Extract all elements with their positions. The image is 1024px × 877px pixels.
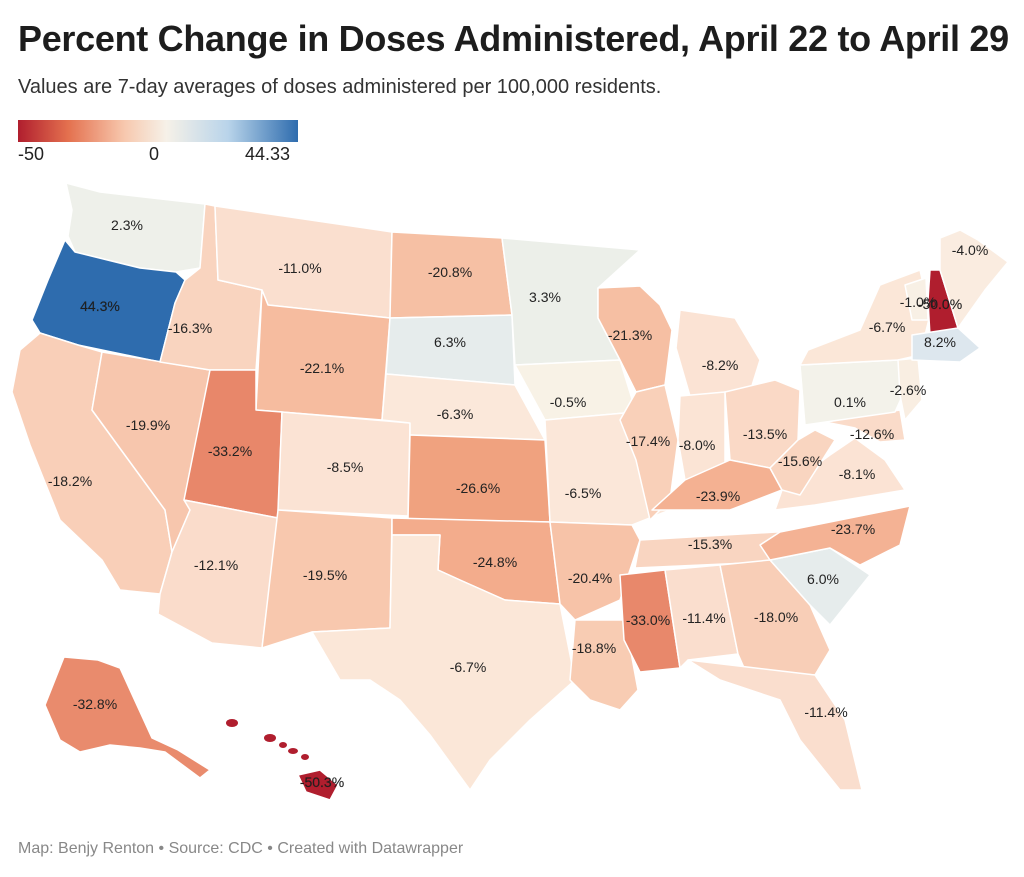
state-label-ak: -32.8% bbox=[73, 696, 117, 712]
state-label-ut: -33.2% bbox=[208, 443, 252, 459]
state-label-la: -18.8% bbox=[572, 640, 616, 656]
state-nc[interactable] bbox=[759, 505, 911, 566]
state-sd[interactable] bbox=[385, 314, 516, 386]
state-label-al: -11.4% bbox=[682, 610, 725, 626]
state-hi-island[interactable] bbox=[226, 719, 238, 727]
state-label-fl: -11.4% bbox=[804, 704, 847, 720]
state-wv[interactable] bbox=[769, 429, 836, 496]
state-va[interactable] bbox=[774, 437, 906, 511]
state-label-oh: -13.5% bbox=[743, 426, 787, 442]
state-label-sc: 6.0% bbox=[807, 571, 839, 587]
chart-subtitle: Values are 7-day averages of doses admin… bbox=[18, 76, 662, 98]
state-tx[interactable] bbox=[311, 534, 576, 791]
state-label-ma: 8.2% bbox=[924, 334, 956, 350]
state-label-in: -8.0% bbox=[679, 437, 716, 453]
state-label-nm: -19.5% bbox=[303, 567, 347, 583]
chart-title: Percent Change in Doses Administered, Ap… bbox=[18, 18, 1009, 59]
state-label-ne: -6.3% bbox=[437, 406, 474, 422]
state-label-mt: -11.0% bbox=[278, 260, 321, 276]
state-label-mo: -6.5% bbox=[565, 485, 602, 501]
state-label-mi: -8.2% bbox=[702, 357, 739, 373]
state-hi-island[interactable] bbox=[264, 734, 276, 742]
state-label-me: -4.0% bbox=[952, 242, 989, 258]
state-mi[interactable] bbox=[675, 309, 761, 397]
state-label-nj: -2.6% bbox=[890, 382, 927, 398]
state-label-wy: -22.1% bbox=[300, 360, 344, 376]
state-ks[interactable] bbox=[407, 434, 551, 523]
footer-credit: Map: Benjy Renton • Source: CDC • Create… bbox=[18, 840, 464, 857]
state-label-tx: -6.7% bbox=[450, 659, 487, 675]
state-label-ca: -18.2% bbox=[48, 473, 92, 489]
state-label-mn: 3.3% bbox=[529, 289, 561, 305]
state-me[interactable] bbox=[939, 229, 1009, 329]
state-label-ar: -20.4% bbox=[568, 570, 612, 586]
state-label-co: -8.5% bbox=[327, 459, 364, 475]
state-label-tn: -15.3% bbox=[688, 536, 732, 552]
state-label-ms: -33.0% bbox=[626, 612, 670, 628]
state-label-vt: -1.0% bbox=[900, 294, 937, 310]
state-ia[interactable] bbox=[514, 359, 637, 421]
state-label-hi: -50.3% bbox=[300, 774, 344, 790]
legend-mid-label: 0 bbox=[149, 144, 160, 164]
state-label-nv: -19.9% bbox=[126, 417, 170, 433]
state-label-wi: -21.3% bbox=[608, 327, 652, 343]
state-label-pa: 0.1% bbox=[834, 394, 866, 410]
state-label-il: -17.4% bbox=[626, 433, 670, 449]
state-hi[interactable] bbox=[297, 769, 339, 801]
state-hi-island[interactable] bbox=[288, 748, 298, 754]
state-label-ok: -24.8% bbox=[473, 554, 517, 570]
state-hi-island[interactable] bbox=[301, 754, 309, 760]
state-fl[interactable] bbox=[687, 659, 863, 791]
state-label-id: -16.3% bbox=[168, 320, 212, 336]
state-ak[interactable] bbox=[44, 656, 211, 779]
state-label-nh: -50.0% bbox=[918, 296, 962, 312]
us-state-map: 2.3% 44.3% -18.2% -19.9% -16.3% -11.0% -22.1% -… bbox=[11, 182, 1009, 801]
state-label-wv: -15.6% bbox=[778, 453, 822, 469]
state-label-az: -12.1% bbox=[194, 557, 238, 573]
state-label-or: 44.3% bbox=[80, 298, 120, 314]
state-or[interactable] bbox=[31, 239, 186, 363]
state-label-ks: -26.6% bbox=[456, 480, 500, 496]
state-al[interactable] bbox=[664, 564, 739, 669]
state-ma[interactable] bbox=[911, 327, 981, 363]
state-label-ga: -18.0% bbox=[754, 609, 798, 625]
state-hi-island[interactable] bbox=[279, 742, 287, 748]
legend-min-label: -50 bbox=[18, 144, 45, 164]
state-label-sd: 6.3% bbox=[434, 334, 466, 350]
state-ms[interactable] bbox=[619, 569, 681, 673]
state-label-ia: -0.5% bbox=[550, 394, 587, 410]
state-vt[interactable] bbox=[904, 277, 929, 321]
state-label-md: -12.6% bbox=[850, 426, 894, 442]
state-label-wa: 2.3% bbox=[111, 217, 143, 233]
legend-max-label: 44.33 bbox=[245, 144, 291, 164]
state-label-nc: -23.7% bbox=[831, 521, 875, 537]
color-legend-bar bbox=[18, 120, 298, 142]
state-ar[interactable] bbox=[549, 521, 641, 621]
state-label-ky: -23.9% bbox=[696, 488, 740, 504]
state-label-va: -8.1% bbox=[839, 466, 876, 482]
state-label-ny: -6.7% bbox=[869, 319, 906, 335]
state-label-nd: -20.8% bbox=[428, 264, 472, 280]
